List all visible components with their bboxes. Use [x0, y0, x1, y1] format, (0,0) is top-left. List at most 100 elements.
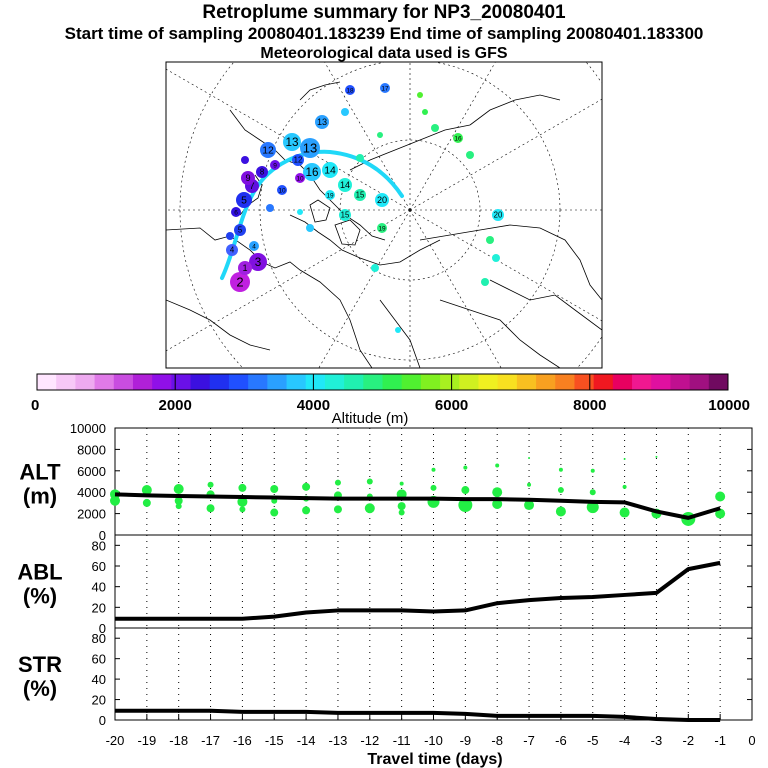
plume-dot [345, 85, 355, 95]
plume-dot [300, 138, 320, 158]
scatter-point [238, 483, 247, 492]
panel-abl: 0 20 40 60 80 ABL(%) [17, 534, 753, 636]
colorbar-tick-label: 2000 [159, 397, 192, 414]
panel-frame [114, 534, 753, 629]
colorbar-cell [516, 374, 537, 390]
colorbar-cell [382, 374, 403, 390]
scatter-point [334, 479, 341, 486]
x-tick-label: -10 [424, 733, 443, 748]
scatter-point [399, 481, 404, 486]
scatter-point [398, 509, 405, 516]
colorbar-cell [344, 374, 364, 390]
scatter-point [270, 508, 279, 517]
plume-dot-label: 16 [305, 166, 318, 179]
x-tick-label: -7 [523, 733, 535, 748]
scatter-point [524, 500, 535, 511]
y-tick-label: 20 [92, 600, 106, 615]
colorbar-cell [248, 374, 268, 390]
plume-dot-label: 14 [324, 166, 336, 177]
scatter-point [589, 489, 596, 496]
scatter-point [364, 503, 375, 514]
plume-dot [230, 272, 250, 292]
colorbar-cell [497, 374, 518, 390]
plume-dot-label: 16 [454, 135, 462, 142]
colorbar-cell [420, 374, 441, 390]
colorbar-cell [324, 374, 345, 390]
plume-dot [481, 278, 489, 286]
x-tick-label: -19 [137, 733, 156, 748]
panel-ylabel-unit: (%) [23, 584, 57, 609]
coastline [299, 81, 341, 101]
plume-dot-label: 20 [494, 211, 503, 220]
y-tick-label: 10000 [70, 421, 106, 436]
plume-dot [249, 241, 259, 251]
x-tick-label: -18 [169, 733, 188, 748]
plume-dot-label: 8 [260, 168, 264, 177]
scatter-point [528, 456, 531, 459]
plume-dot-label: 6 [234, 209, 238, 216]
colorbar-cell [536, 374, 556, 390]
map-frame [165, 61, 603, 369]
scatter-point [110, 495, 120, 506]
plume-dot [380, 83, 390, 93]
plume-dot [270, 160, 280, 170]
colorbar-tick-label: 10000 [708, 397, 750, 414]
scatter-point [461, 486, 470, 495]
plume-dot [377, 132, 383, 138]
colorbar-cell [75, 374, 96, 390]
plume-dot [466, 151, 474, 159]
plume-dot-label: 5 [238, 226, 243, 235]
plume-dot [231, 207, 241, 217]
plume-dot [322, 162, 338, 178]
scatter-point [141, 485, 152, 496]
colorbar-cell [459, 374, 479, 390]
colorbar-cell [689, 374, 710, 390]
plume-dot [341, 108, 349, 116]
y-tick-label: 6000 [77, 464, 106, 479]
scatter-point [239, 506, 246, 513]
plume-dot-label: 9 [245, 173, 250, 183]
scatter-point [619, 507, 630, 518]
panel-alt: 0 2000 4000 6000 8000 10000 ALT(m) [19, 421, 753, 543]
colorbar-cell [555, 374, 575, 390]
colorbar-cell [574, 374, 595, 390]
x-tick-label: -8 [491, 733, 503, 748]
plume-dot-label: 14 [340, 180, 350, 190]
colorbar-cell [286, 374, 307, 390]
scatter-point [655, 455, 658, 458]
meridian-line [409, 62, 496, 211]
x-axis: -20 -19 -18 -17 -16 -15 -14 -13 -12 -11 -10 -9 -8 -7-… [106, 714, 756, 748]
plume-dot [260, 142, 276, 158]
plume-dot [315, 115, 329, 129]
plume-dot [295, 173, 305, 183]
scatter-point [430, 484, 437, 491]
plume-dot [354, 189, 366, 201]
coastline [334, 219, 361, 246]
colorbar-label: Altitude (m) [332, 410, 409, 427]
scatter-point [555, 506, 566, 517]
x-tick-label: -16 [233, 733, 252, 748]
coastline [309, 199, 331, 223]
plume-dot [241, 156, 249, 164]
plume-dot [226, 232, 234, 240]
scatter-point [715, 491, 726, 502]
colorbar-cell [612, 374, 633, 390]
colorbar-cell [132, 374, 153, 390]
plume-dot-label: 5 [241, 196, 247, 207]
coastline [469, 94, 561, 126]
x-tick-label: -2 [683, 733, 695, 748]
plume-dot [238, 261, 252, 275]
colorbar-cell [651, 374, 671, 390]
timeseries-panels: 0 2000 4000 6000 8000 10000 ALT(m) 0 20 40 60 80 ABL… [17, 421, 753, 728]
scatter-point [431, 467, 436, 472]
scatter-point [495, 463, 500, 468]
colorbar-cell [113, 374, 134, 390]
x-tick-label: -13 [329, 733, 348, 748]
colorbar-cell [478, 374, 499, 390]
panel-str: 0 20 40 60 80 STR(%) [18, 627, 753, 728]
scatter-point [492, 498, 503, 509]
y-tick-label: 80 [92, 631, 106, 646]
plume-dot [234, 224, 246, 236]
colorbar-cell [632, 374, 652, 390]
